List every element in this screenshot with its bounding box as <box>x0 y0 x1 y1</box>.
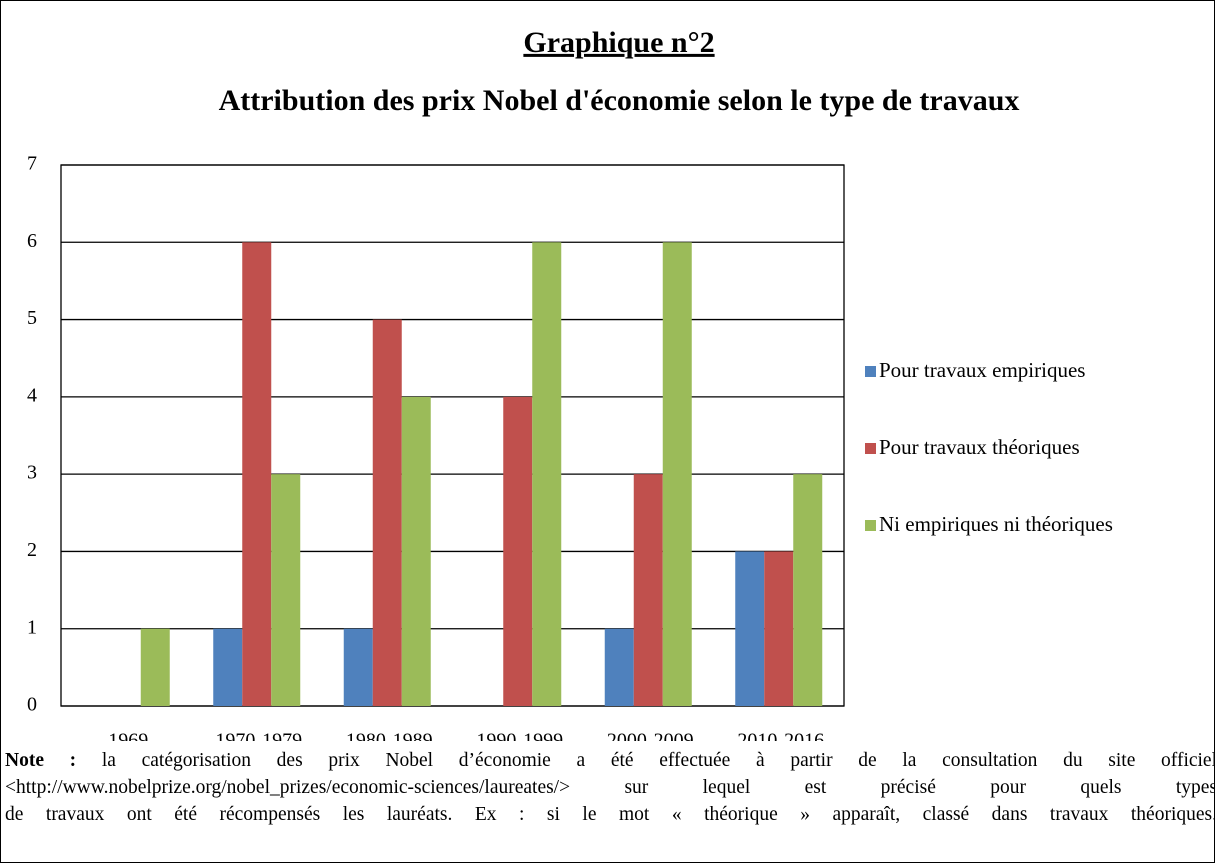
bar <box>735 551 765 706</box>
bar <box>764 551 794 706</box>
note-label: Note : <box>5 750 77 771</box>
legend-swatch <box>865 520 876 531</box>
x-tick-label: 1970-1979 <box>215 730 302 741</box>
y-tick-label: 6 <box>27 230 37 252</box>
chart-heading: Graphique n°2 <box>523 26 714 59</box>
x-tick-label: 1969 <box>108 730 148 741</box>
bar <box>372 319 402 706</box>
x-tick-label: 2010-2016 <box>737 730 824 741</box>
note-line: de travaux ont été récompensés les lauré… <box>5 804 1215 825</box>
legend-swatch <box>865 366 876 377</box>
y-tick-label: 1 <box>27 616 37 638</box>
note-line: Note : la catégorisation des prix Nobel … <box>5 747 1215 774</box>
note-text: la catégorisation des prix Nobel d’écono… <box>101 750 1215 771</box>
y-tick-label: 7 <box>27 153 37 175</box>
chart-title: Attribution des prix Nobel d'économie se… <box>219 84 1020 117</box>
bar <box>242 242 272 707</box>
x-tick-label: 2000-2009 <box>607 730 694 741</box>
legend-label: Pour travaux théoriques <box>879 435 1080 459</box>
bar <box>662 242 692 707</box>
bar <box>604 628 634 706</box>
note: Note : la catégorisation des prix Nobel … <box>5 747 1215 828</box>
legend-swatch <box>865 443 876 454</box>
y-tick-label: 5 <box>27 307 37 329</box>
x-tick-label: 1990-1999 <box>476 730 563 741</box>
bar <box>633 474 663 706</box>
chart: Graphique n°2 Attribution des prix Nobel… <box>27 26 1113 741</box>
plot-border <box>60 164 845 707</box>
y-tick-label: 4 <box>27 384 37 406</box>
note-line: <http://www.nobelprize.org/nobel_prizes/… <box>5 777 1215 798</box>
legend-label: Ni empiriques ni théoriques <box>879 512 1113 536</box>
bar <box>343 628 373 706</box>
bar <box>532 242 562 707</box>
y-tick-label: 2 <box>27 539 37 561</box>
legend-label: Pour travaux empiriques <box>879 358 1085 382</box>
x-tick-label: 1980-1989 <box>346 730 433 741</box>
y-tick-label: 0 <box>27 694 37 716</box>
bar <box>401 396 431 706</box>
bar <box>213 628 243 706</box>
bar <box>271 474 301 706</box>
y-tick-label: 3 <box>27 462 37 484</box>
bar <box>793 474 823 706</box>
bar <box>140 628 170 706</box>
bar <box>503 396 533 706</box>
